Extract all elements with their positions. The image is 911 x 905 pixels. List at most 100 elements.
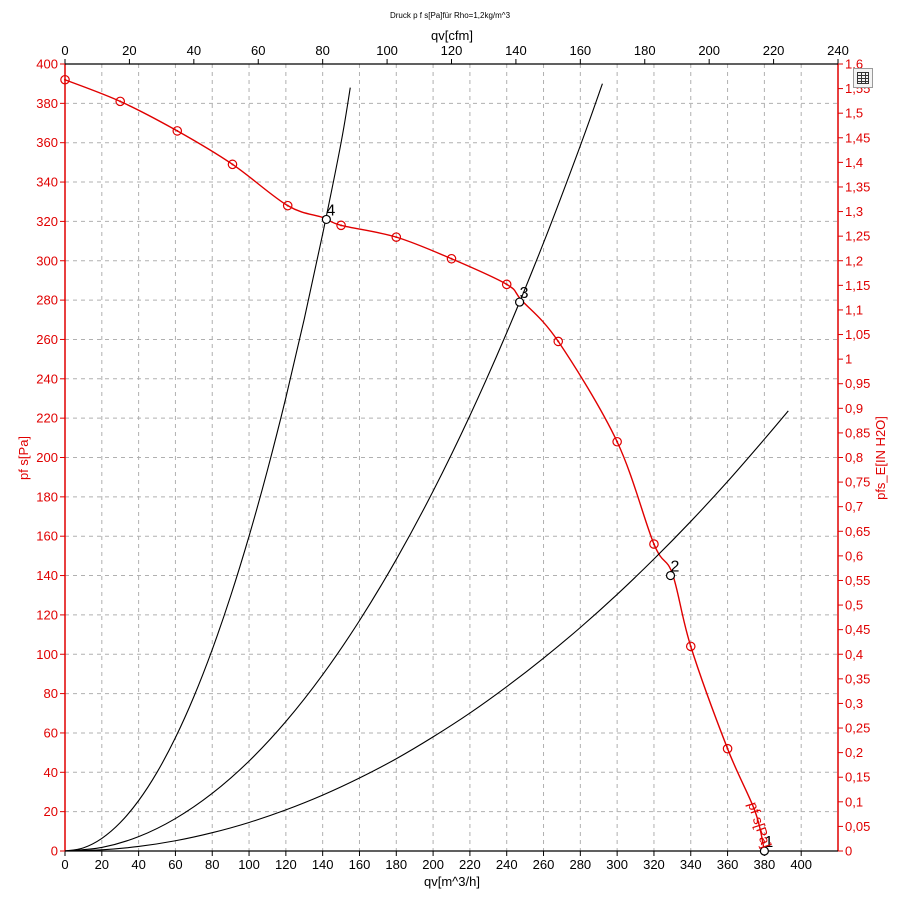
y2-tick-label: 1,1 [845,302,863,317]
fan-curve-marker-dot [176,129,179,132]
y-tick-label: 300 [36,253,58,268]
y2-tick-label: 1,15 [845,278,870,293]
y2-tick-label: 1,2 [845,253,863,268]
fan-curve-line [64,79,766,852]
x2-tick-label: 0 [61,43,68,58]
fan-curve-marker-dot [64,78,66,81]
y-tick-label: 140 [36,568,58,583]
y2-tick-label: 0,75 [845,475,870,490]
fan-curve-marker [649,539,659,549]
x2-tick-label: 240 [827,43,849,58]
fan-curve-marker-dot [450,257,453,260]
y2-tick-label: 0,5 [845,598,863,613]
grid [65,64,838,851]
x2-tick-label: 220 [763,43,785,58]
y2-tick-label: 0,8 [845,450,863,465]
y-tick-label: 360 [36,135,58,150]
x-tick-label: 240 [496,857,518,872]
fan-curve-marker [282,200,293,211]
operating-point-marker [759,846,769,856]
x2-tick-label: 60 [251,43,265,58]
x-tick-label: 320 [643,857,665,872]
operating-point-label: 3 [520,285,529,302]
x-tick-label: 100 [238,857,260,872]
fan-curve-marker-dot [340,224,343,227]
x-tick-label: 340 [680,857,702,872]
y-tick-label: 200 [36,450,58,465]
fan-curve-marker [722,743,733,754]
fan-curve-marker-dot [231,163,234,166]
y2-tick-label: 1,25 [845,229,870,244]
y2-tick-label: 0,2 [845,745,863,760]
y2-tick-label: 0,35 [845,671,870,686]
y-tick-label: 400 [36,57,58,72]
fan-curve-marker [553,336,564,347]
y-tick-label: 160 [36,529,58,544]
x2-tick-label: 40 [187,43,201,58]
y2-tick-label: 1 [845,352,852,367]
top-axis-title: qv[cfm] [431,28,473,43]
operating-point-marker [665,570,676,581]
y2-tick-label: 0,9 [845,401,863,416]
y2-tick-label: 0,85 [845,425,870,440]
x-tick-label: 200 [422,857,444,872]
x2-tick-label: 160 [569,43,591,58]
fan-curve-marker [446,253,457,264]
tick-labels: 0 20 40 60 80 100 120 140 160 180 200 220 240 260 280 3… [36,43,870,872]
x2-tick-label: 20 [122,43,136,58]
y2-tick-label: 0,95 [845,376,870,391]
x-tick-label: 400 [790,857,812,872]
y2-tick-label: 0,55 [845,573,870,588]
fan-curve-marker [60,74,70,85]
bottom-axis-title: qv[m^3/h] [424,874,480,889]
y2-tick-label: 0,05 [845,819,870,834]
x-tick-label: 60 [168,857,182,872]
x2-tick-label: 200 [698,43,720,58]
fan-curve-marker [391,232,402,242]
x-tick-label: 20 [95,857,109,872]
system-curve-line-3 [64,87,351,852]
fan-curve-marker-dot [286,204,289,207]
series [64,79,789,852]
x2-tick-label: 180 [634,43,656,58]
y2-tick-label: 1,45 [845,130,870,145]
y2-tick-label: 0,45 [845,622,870,637]
y-tick-label: 60 [44,725,58,740]
x-tick-label: 140 [312,857,334,872]
x-tick-label: 360 [717,857,739,872]
fan-curve-marker-dot [616,440,619,443]
fan-curve-label: pf s[Pa] [745,800,775,850]
operating-point-label: 1 [764,834,773,851]
y-tick-label: 20 [44,804,58,819]
y-tick-label: 240 [36,371,58,386]
table-view-button[interactable] [853,68,873,88]
x2-tick-label: 120 [441,43,463,58]
y2-tick-label: 1,4 [845,155,863,170]
fan-curve-marker [336,220,346,231]
x-tick-label: 160 [349,857,371,872]
fan-curve-marker-dot [557,340,560,343]
y-tick-label: 0 [51,844,58,859]
fan-curve-marker [115,96,126,107]
y2-tick-label: 0,65 [845,524,870,539]
x-tick-label: 380 [754,857,776,872]
y2-tick-label: 0,6 [845,548,863,563]
y-tick-label: 340 [36,175,58,190]
x-tick-label: 280 [569,857,591,872]
y2-tick-label: 1,05 [845,327,870,342]
y-tick-label: 220 [36,411,58,426]
operating-point-label: 2 [671,559,680,576]
y2-tick-label: 0 [845,844,852,859]
fan-curve-marker-dot [652,543,655,546]
x-tick-label: 120 [275,857,297,872]
y-tick-label: 380 [36,96,58,111]
chart-title: Druck p f s[Pa]für Rho=1,2kg/m^3 [390,11,511,20]
system-curve-line-1 [64,410,789,852]
fan-curve-marker-dot [689,645,692,648]
y2-tick-label: 0,25 [845,721,870,736]
fan-curve-marker [501,279,512,290]
y2-tick-label: 1,35 [845,179,870,194]
fan-curve-marker [172,126,183,136]
fan-curve-marker [612,436,622,447]
y-tick-label: 320 [36,214,58,229]
